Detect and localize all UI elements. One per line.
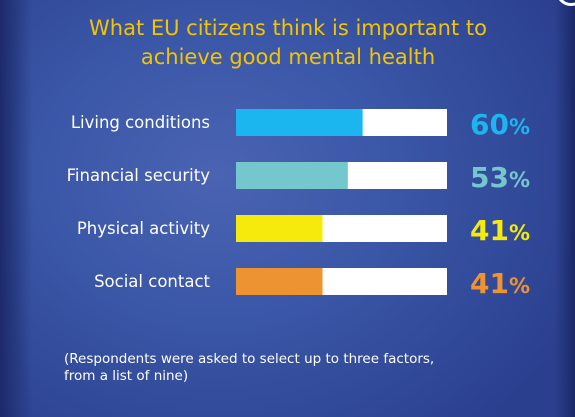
category-label-social-contact: Social contact xyxy=(94,272,210,291)
category-label-living-conditions: Living conditions xyxy=(71,113,210,132)
value-percent-sign: % xyxy=(509,274,530,298)
footnote-line-2: from a list of nine) xyxy=(64,368,189,384)
chart-title-line-1: What EU citizens think is important to xyxy=(89,16,487,40)
footnote-line-1: (Respondents were asked to select up to … xyxy=(64,351,435,367)
category-label-physical-activity: Physical activity xyxy=(77,219,210,238)
value-percent-sign: % xyxy=(509,168,530,192)
value-number: 41 xyxy=(470,267,509,300)
value-number: 60 xyxy=(470,108,509,141)
bar-physical-activity xyxy=(236,215,323,242)
bar-social-contact xyxy=(236,268,323,295)
footnote: (Respondents were asked to select up to … xyxy=(64,351,554,385)
value-label-social-contact: 41% xyxy=(470,267,530,300)
value-percent-sign: % xyxy=(509,115,530,139)
value-percent-sign: % xyxy=(509,221,530,245)
bar-financial-security xyxy=(236,162,348,189)
value-number: 41 xyxy=(470,214,509,247)
value-label-living-conditions: 60% xyxy=(470,108,530,141)
category-label-financial-security: Financial security xyxy=(67,166,211,185)
right-edge-shade xyxy=(555,0,575,417)
left-edge-shade xyxy=(0,0,32,417)
value-label-financial-security: 53% xyxy=(470,161,530,194)
chart-title-line-2: achieve good mental health xyxy=(140,45,436,69)
value-number: 53 xyxy=(470,161,509,194)
bar-living-conditions xyxy=(236,109,363,136)
value-label-physical-activity: 41% xyxy=(470,214,530,247)
